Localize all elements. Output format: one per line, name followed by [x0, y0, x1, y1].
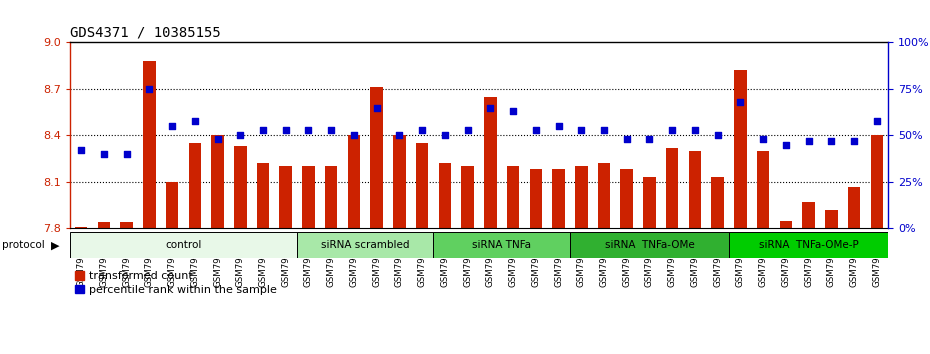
- Bar: [439, 163, 451, 228]
- Text: siRNA TNFa: siRNA TNFa: [472, 240, 531, 250]
- Bar: [143, 61, 155, 228]
- Text: GDS4371 / 10385155: GDS4371 / 10385155: [70, 26, 220, 40]
- Bar: [211, 135, 224, 228]
- Bar: [74, 227, 87, 228]
- Bar: [257, 163, 269, 228]
- Point: [415, 127, 430, 133]
- Point: [551, 123, 566, 129]
- Point: [574, 127, 589, 133]
- Bar: [98, 222, 110, 228]
- Point: [619, 136, 634, 142]
- Bar: [644, 177, 656, 228]
- Point: [232, 132, 247, 138]
- Bar: [620, 170, 633, 228]
- Bar: [348, 135, 360, 228]
- Bar: [734, 70, 747, 228]
- Bar: [757, 151, 769, 228]
- Point: [278, 127, 293, 133]
- Point: [756, 136, 771, 142]
- Bar: [325, 166, 338, 228]
- Point: [528, 127, 543, 133]
- Point: [187, 118, 202, 124]
- Point: [460, 127, 475, 133]
- Point: [437, 132, 452, 138]
- Point: [642, 136, 657, 142]
- Point: [210, 136, 225, 142]
- Bar: [70, 232, 297, 258]
- Point: [506, 108, 521, 114]
- Point: [711, 132, 725, 138]
- Bar: [507, 166, 519, 228]
- Bar: [416, 143, 429, 228]
- Text: control: control: [166, 240, 202, 250]
- Text: protocol: protocol: [2, 240, 45, 250]
- Bar: [120, 222, 133, 228]
- Bar: [234, 146, 246, 228]
- Bar: [461, 166, 473, 228]
- Point: [369, 105, 384, 110]
- Point: [301, 127, 316, 133]
- Bar: [570, 232, 729, 258]
- Legend: transformed count, percentile rank within the sample: transformed count, percentile rank withi…: [75, 271, 276, 295]
- Point: [778, 142, 793, 148]
- Point: [347, 132, 362, 138]
- Point: [846, 138, 861, 144]
- Bar: [370, 87, 383, 228]
- Bar: [529, 170, 542, 228]
- Point: [801, 138, 816, 144]
- Bar: [870, 135, 883, 228]
- Bar: [711, 177, 724, 228]
- Bar: [552, 170, 565, 228]
- Point: [824, 138, 839, 144]
- Point: [687, 127, 702, 133]
- Bar: [279, 166, 292, 228]
- Text: siRNA  TNFa-OMe: siRNA TNFa-OMe: [604, 240, 695, 250]
- Bar: [393, 135, 405, 228]
- Point: [256, 127, 271, 133]
- Point: [870, 118, 884, 124]
- Point: [324, 127, 339, 133]
- Bar: [825, 210, 838, 228]
- Point: [665, 127, 680, 133]
- Point: [73, 147, 88, 153]
- Bar: [779, 221, 792, 228]
- Point: [119, 151, 134, 157]
- Point: [142, 86, 157, 92]
- Point: [596, 127, 611, 133]
- Bar: [189, 143, 201, 228]
- Bar: [575, 166, 588, 228]
- Bar: [166, 182, 179, 228]
- Bar: [433, 232, 570, 258]
- Bar: [297, 232, 433, 258]
- Bar: [688, 151, 701, 228]
- Point: [165, 123, 179, 129]
- Text: siRNA scrambled: siRNA scrambled: [321, 240, 409, 250]
- Bar: [302, 166, 314, 228]
- Bar: [666, 148, 678, 228]
- Bar: [484, 97, 497, 228]
- Point: [483, 105, 498, 110]
- Point: [733, 99, 748, 105]
- Bar: [729, 232, 888, 258]
- Bar: [848, 187, 860, 228]
- Point: [392, 132, 406, 138]
- Text: ▶: ▶: [51, 240, 60, 250]
- Point: [97, 151, 112, 157]
- Bar: [598, 163, 610, 228]
- Bar: [803, 202, 815, 228]
- Text: siRNA  TNFa-OMe-P: siRNA TNFa-OMe-P: [759, 240, 858, 250]
